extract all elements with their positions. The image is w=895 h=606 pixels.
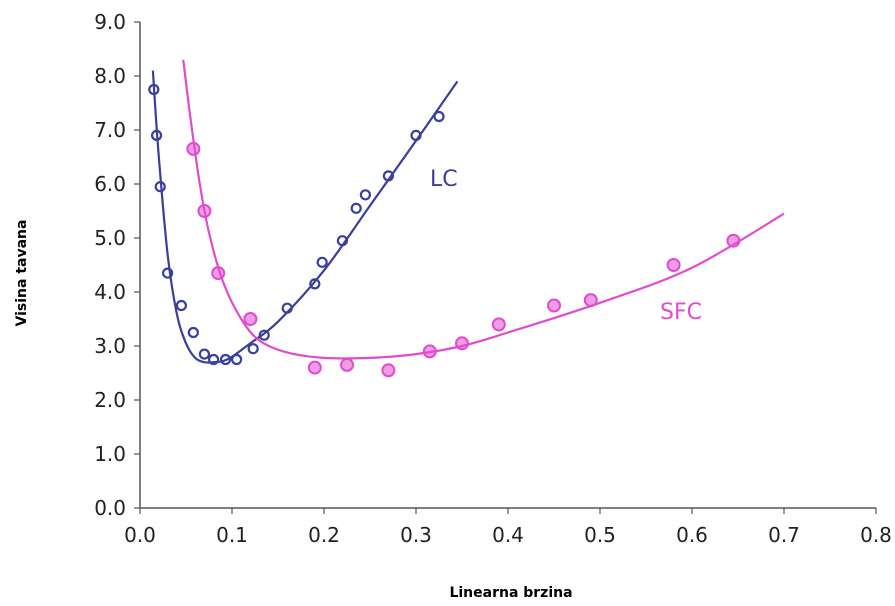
point-lc — [350, 202, 362, 214]
point-lc — [154, 181, 166, 193]
point-sfc — [726, 233, 741, 248]
point-sfc — [197, 204, 212, 218]
point-lc — [281, 302, 293, 314]
point-lc — [187, 326, 199, 339]
x-tick-label: 0.8 — [860, 523, 892, 547]
point-lc — [258, 329, 270, 341]
y-tick-label: 7.0 — [94, 118, 126, 142]
point-lc — [231, 353, 243, 366]
point-lc — [247, 343, 259, 355]
point-sfc — [583, 293, 598, 308]
point-lc — [410, 129, 422, 141]
point-lc — [198, 348, 210, 360]
point-lc — [208, 353, 220, 366]
point-lc — [175, 299, 187, 312]
point-sfc — [422, 344, 437, 359]
y-axis-title: Visina tavana — [14, 220, 30, 327]
axes — [134, 21, 877, 514]
point-lc — [359, 189, 371, 201]
y-tick-label: 2.0 — [94, 388, 126, 412]
point-sfc — [243, 312, 258, 326]
x-tick-label: 0.6 — [676, 523, 708, 547]
x-tick-label: 0.0 — [124, 523, 156, 547]
point-lc — [150, 129, 163, 141]
point-sfc — [455, 336, 469, 351]
point-lc — [162, 267, 174, 279]
fit-curve-lc — [151, 70, 459, 364]
series-label-lc: LC — [430, 167, 458, 192]
point-sfc — [340, 357, 354, 372]
point-lc — [382, 170, 394, 182]
x-tick-label: 0.1 — [216, 523, 248, 547]
point-lc — [316, 256, 328, 268]
point-sfc — [547, 298, 561, 313]
point-lc — [219, 353, 232, 366]
tick-labels: 0.0 0.1 0.2 0.3 0.4 0.5 0.6 0.7 0.8 0.0 1.0 2.0 3.0 4… — [94, 10, 892, 547]
data-points — [148, 83, 741, 378]
point-sfc — [186, 141, 201, 156]
point-lc — [336, 235, 348, 247]
y-tick-label: 0.0 — [94, 496, 126, 520]
point-lc — [309, 278, 321, 290]
y-tick-label: 5.0 — [94, 226, 126, 250]
point-sfc — [381, 363, 396, 378]
point-sfc — [307, 360, 322, 375]
point-sfc — [666, 258, 681, 272]
x-tick-label: 0.4 — [492, 523, 524, 547]
y-tick-label: 9.0 — [94, 10, 126, 34]
series-label-sfc: SFC — [660, 300, 702, 325]
y-tick-label: 4.0 — [94, 280, 126, 304]
y-tick-label: 6.0 — [94, 172, 126, 196]
x-tick-label: 0.3 — [400, 523, 432, 547]
point-lc — [148, 83, 160, 96]
x-tick-label: 0.5 — [584, 523, 616, 547]
x-axis-title: Linearna brzina — [449, 585, 572, 601]
y-tick-label: 3.0 — [94, 334, 126, 358]
y-tick-label: 8.0 — [94, 64, 126, 88]
point-sfc — [211, 266, 226, 281]
x-tick-label: 0.7 — [768, 523, 800, 547]
y-tick-label: 1.0 — [94, 442, 126, 466]
point-lc — [433, 110, 445, 123]
x-tick-label: 0.2 — [308, 523, 340, 547]
point-sfc — [491, 317, 506, 332]
